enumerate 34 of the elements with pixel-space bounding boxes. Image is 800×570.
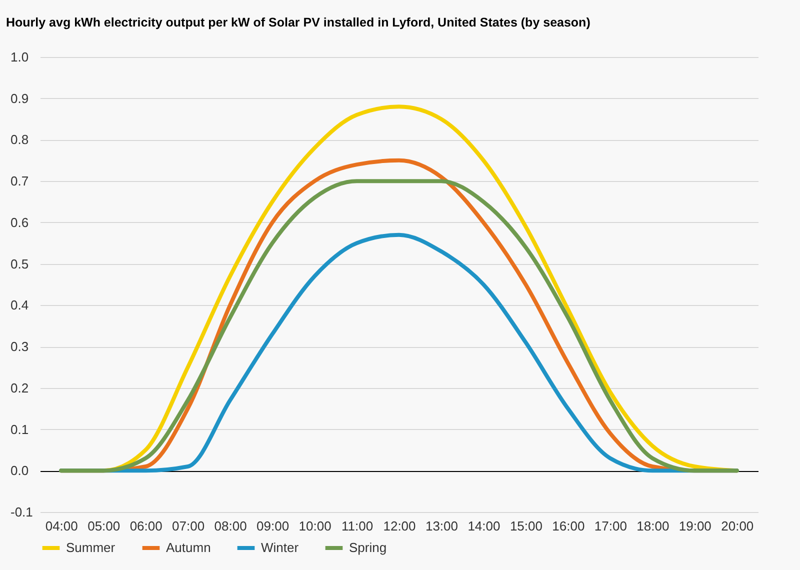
x-tick-label: 07:00 bbox=[172, 518, 205, 534]
y-tick-label: 0.0 bbox=[10, 463, 29, 478]
x-tick-label: 11:00 bbox=[341, 518, 374, 534]
y-tick-label: 0.7 bbox=[10, 174, 29, 189]
x-tick-label: 19:00 bbox=[678, 518, 712, 534]
y-tick-label: 0.6 bbox=[10, 214, 29, 230]
y-tick-label: 0.8 bbox=[10, 132, 29, 148]
y-tick-label: 0.2 bbox=[10, 380, 29, 396]
y-tick-label: 0.5 bbox=[10, 256, 29, 272]
x-tick-label: 13:00 bbox=[425, 518, 458, 534]
x-tick-label: 04:00 bbox=[45, 518, 78, 534]
x-tick-label: 20:00 bbox=[721, 518, 754, 534]
legend-label: Spring bbox=[349, 540, 387, 555]
legend-label: Autumn bbox=[166, 540, 211, 555]
x-tick-label: 16:00 bbox=[552, 518, 585, 534]
x-tick-label: 14:00 bbox=[468, 518, 500, 534]
y-tick-label: 0.4 bbox=[10, 298, 29, 313]
y-tick-label: 0.9 bbox=[10, 90, 29, 106]
legend-label: Summer bbox=[66, 540, 116, 555]
x-tick-label: 06:00 bbox=[130, 518, 162, 534]
x-tick-label: 15:00 bbox=[510, 518, 542, 534]
y-tick-label: -0.1 bbox=[10, 504, 33, 520]
x-tick-label: 10:00 bbox=[298, 518, 332, 534]
x-tick-label: 09:00 bbox=[256, 518, 290, 534]
legend-label: Winter bbox=[261, 540, 300, 555]
x-tick-label: 17:00 bbox=[594, 518, 627, 534]
chart-title: Hourly avg kWh electricity output per kW of Solar PV installed in Lyford, United States (by season) bbox=[6, 16, 590, 30]
y-tick-label: 0.3 bbox=[10, 339, 29, 354]
y-tick-label: 1.0 bbox=[10, 50, 29, 64]
x-tick-label: 18:00 bbox=[636, 518, 670, 534]
x-tick-label: 12:00 bbox=[383, 518, 416, 534]
x-tick-label: 08:00 bbox=[214, 518, 247, 534]
y-tick-label: 0.1 bbox=[10, 422, 29, 437]
x-tick-label: 05:00 bbox=[88, 518, 120, 534]
